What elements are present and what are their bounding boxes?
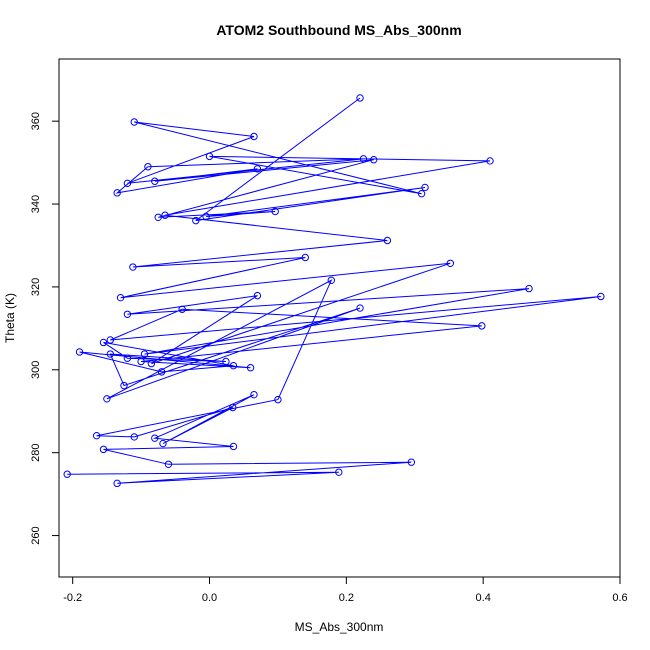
data-point xyxy=(478,322,486,330)
data-point xyxy=(106,336,115,344)
data-point xyxy=(137,357,145,366)
data-point xyxy=(421,183,429,192)
data-point xyxy=(147,359,156,368)
x-axis-label: MS_Abs_300nm xyxy=(295,620,384,634)
data-point xyxy=(113,479,121,488)
data-point xyxy=(246,364,255,372)
data-point xyxy=(99,338,108,347)
data-point xyxy=(178,305,186,313)
data-point xyxy=(597,292,605,301)
data-point xyxy=(129,263,137,271)
data-point xyxy=(205,152,214,161)
data-point xyxy=(123,310,132,318)
y-axis: 260 280 300 320 340 360 xyxy=(30,112,60,545)
data-point xyxy=(151,177,159,185)
data-point xyxy=(130,433,138,441)
data-point xyxy=(417,189,426,198)
x-tick-label: 0.6 xyxy=(612,592,627,604)
data-point xyxy=(164,460,173,468)
data-point xyxy=(120,381,128,390)
y-tick-label: 300 xyxy=(30,361,42,379)
y-tick-label: 360 xyxy=(30,112,42,130)
data-point xyxy=(123,179,132,188)
data-point xyxy=(370,155,378,164)
data-point xyxy=(301,253,309,262)
series-line xyxy=(67,97,601,484)
data-point xyxy=(250,390,258,399)
data-point xyxy=(113,189,121,197)
data-point xyxy=(103,395,111,403)
data-point xyxy=(192,216,200,225)
data-point xyxy=(157,368,166,376)
y-tick-label: 340 xyxy=(30,195,42,213)
data-point xyxy=(130,118,138,126)
data-point xyxy=(222,357,230,366)
data-point xyxy=(253,291,262,300)
y-tick-label: 320 xyxy=(30,278,42,296)
x-tick-label: 0.0 xyxy=(202,592,217,604)
data-point xyxy=(140,350,149,358)
data-point xyxy=(151,434,159,442)
data-point xyxy=(144,163,152,171)
data-point xyxy=(63,470,71,478)
data-point xyxy=(356,94,364,102)
x-axis: -0.2 0.0 0.2 0.4 0.6 xyxy=(63,576,628,604)
plot-area xyxy=(63,94,605,488)
y-tick-label: 260 xyxy=(30,526,42,544)
x-tick-label: 0.2 xyxy=(339,592,354,604)
data-point xyxy=(356,304,364,312)
data-point xyxy=(407,458,416,466)
data-point xyxy=(229,403,237,412)
data-point xyxy=(327,276,335,284)
data-point xyxy=(154,213,162,222)
data-point xyxy=(274,395,282,404)
data-point xyxy=(99,445,108,454)
data-point xyxy=(253,165,262,173)
x-tick-label: 0.4 xyxy=(476,592,491,604)
data-point xyxy=(335,468,343,476)
data-point xyxy=(486,157,494,165)
data-point xyxy=(116,293,125,302)
data-point xyxy=(106,350,115,358)
data-point xyxy=(161,211,169,219)
y-axis-label: Theta (K) xyxy=(3,293,17,343)
data-point xyxy=(75,348,84,356)
data-point xyxy=(123,354,132,362)
y-tick-label: 280 xyxy=(30,444,42,462)
data-point xyxy=(383,236,392,245)
data-point xyxy=(159,439,167,448)
data-point xyxy=(446,259,455,267)
data-point xyxy=(229,361,238,370)
data-point xyxy=(229,442,238,451)
data-point xyxy=(525,284,533,293)
chart-title: ATOM2 Southbound MS_Abs_300nm xyxy=(216,22,461,38)
data-point xyxy=(250,132,258,141)
x-tick-label: -0.2 xyxy=(63,592,82,604)
data-point xyxy=(202,212,210,221)
data-point xyxy=(92,431,101,440)
data-point xyxy=(271,207,279,216)
data-point xyxy=(359,155,368,163)
